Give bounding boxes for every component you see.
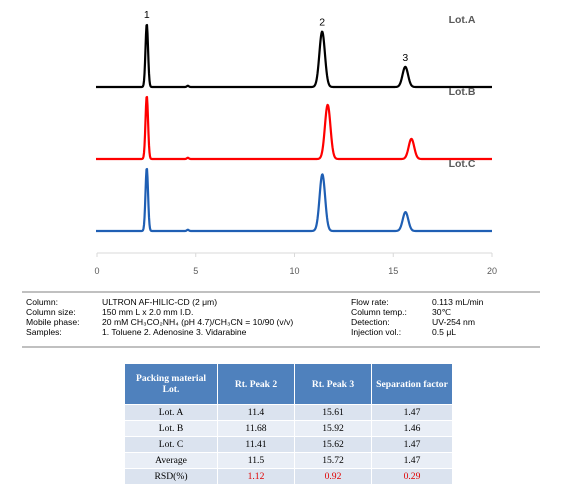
condition-mobile-phase-label: Mobile phase: (26, 317, 80, 327)
header-rt-peak-2: Rt. Peak 2 (217, 363, 295, 405)
table-header-row: Packing material Lot. Rt. Peak 2 Rt. Pea… (124, 363, 453, 405)
table-cell: Lot. A (124, 404, 218, 421)
x-tick-label: 15 (388, 266, 398, 276)
condition-detection-label: Detection: (351, 317, 390, 327)
condition-column-label: Column: (26, 297, 58, 307)
x-tick-label: 10 (289, 266, 299, 276)
table-cell: 11.4 (217, 404, 295, 421)
table-row: Lot. B 11.68 15.92 1.46 (124, 420, 453, 437)
peak-label: 1 (144, 9, 150, 21)
table-cell: 1.46 (371, 420, 453, 437)
x-axis: 0 5 10 15 20 (94, 252, 497, 276)
table-cell: Lot. C (124, 436, 218, 453)
table-row: Lot. C 11.41 15.62 1.47 (124, 436, 453, 453)
table-cell: 1.47 (371, 404, 453, 421)
x-tick-label: 5 (193, 266, 198, 276)
trace-lot-a (95, 23, 493, 89)
table-cell: Average (124, 452, 218, 469)
table-cell-rsd: 1.12 (217, 468, 295, 485)
condition-column-size-value: 150 mm L x 2.0 mm I.D. (102, 307, 194, 317)
condition-flow-rate-label: Flow rate: (351, 297, 389, 307)
header-packing-material: Packing material Lot. (124, 363, 218, 405)
condition-column-temp-label: Column temp.: (351, 307, 407, 317)
labels-layer: Lot.A 1 2 3 Lot.B Lot.C (144, 9, 476, 170)
table-cell: 11.5 (217, 452, 295, 469)
conditions-divider-bottom (22, 346, 540, 348)
series-label: Lot.B (449, 86, 476, 98)
peak-label: 3 (402, 52, 408, 64)
x-tick-label: 20 (487, 266, 497, 276)
traces-layer (95, 23, 493, 233)
condition-detection-value: UV-254 nm (432, 317, 475, 327)
condition-samples-value: 1. Toluene 2. Adenosine 3. Vidarabine (102, 327, 247, 337)
conditions-divider (22, 291, 540, 293)
condition-mobile-phase-value: 20 mM CH₃CO₂NH₄ (pH 4.7)/CH₃CN = 10/90 (… (102, 317, 294, 327)
table-cell: 1.47 (371, 436, 453, 453)
table-cell-rsd: 0.29 (371, 468, 453, 485)
condition-column-size-label: Column size: (26, 307, 76, 317)
table-cell: RSD(%) (124, 468, 218, 485)
condition-column-temp-value: 30℃ (432, 307, 452, 317)
chromatogram-chart: Lot.A 1 2 3 Lot.B Lot.C 0 5 10 15 20 (94, 9, 497, 276)
table-row-rsd: RSD(%) 1.12 0.92 0.29 (124, 468, 453, 485)
series-label: Lot.C (449, 158, 476, 170)
peak-label: 2 (319, 17, 325, 29)
table-cell: 15.61 (294, 404, 372, 421)
table-cell: Lot. B (124, 420, 218, 437)
header-rt-peak-3: Rt. Peak 3 (294, 363, 372, 405)
trace-lot-c (95, 167, 493, 233)
table-row: Average 11.5 15.72 1.47 (124, 452, 453, 469)
condition-injection-label: Injection vol.: (351, 327, 402, 337)
table-cell: 15.72 (294, 452, 372, 469)
x-tick-label: 0 (94, 266, 99, 276)
table-cell-rsd: 0.92 (294, 468, 372, 485)
table-row: Lot. A 11.4 15.61 1.47 (124, 404, 453, 421)
condition-injection-value: 0.5 μL (432, 327, 457, 337)
table-cell: 11.41 (217, 436, 295, 453)
table-cell: 11.68 (217, 420, 295, 437)
trace-lot-b (95, 95, 493, 161)
table-cell: 1.47 (371, 452, 453, 469)
condition-flow-rate-value: 0.113 mL/min (432, 297, 484, 307)
series-label: Lot.A (449, 14, 476, 26)
condition-column-value: ULTRON AF-HILIC-CD (2 μm) (102, 297, 218, 307)
table-cell: 15.62 (294, 436, 372, 453)
table-cell: 15.92 (294, 420, 372, 437)
header-separation-factor: Separation factor (371, 363, 453, 405)
results-table: Packing material Lot. Rt. Peak 2 Rt. Pea… (124, 363, 453, 485)
condition-samples-label: Samples: (26, 327, 62, 337)
